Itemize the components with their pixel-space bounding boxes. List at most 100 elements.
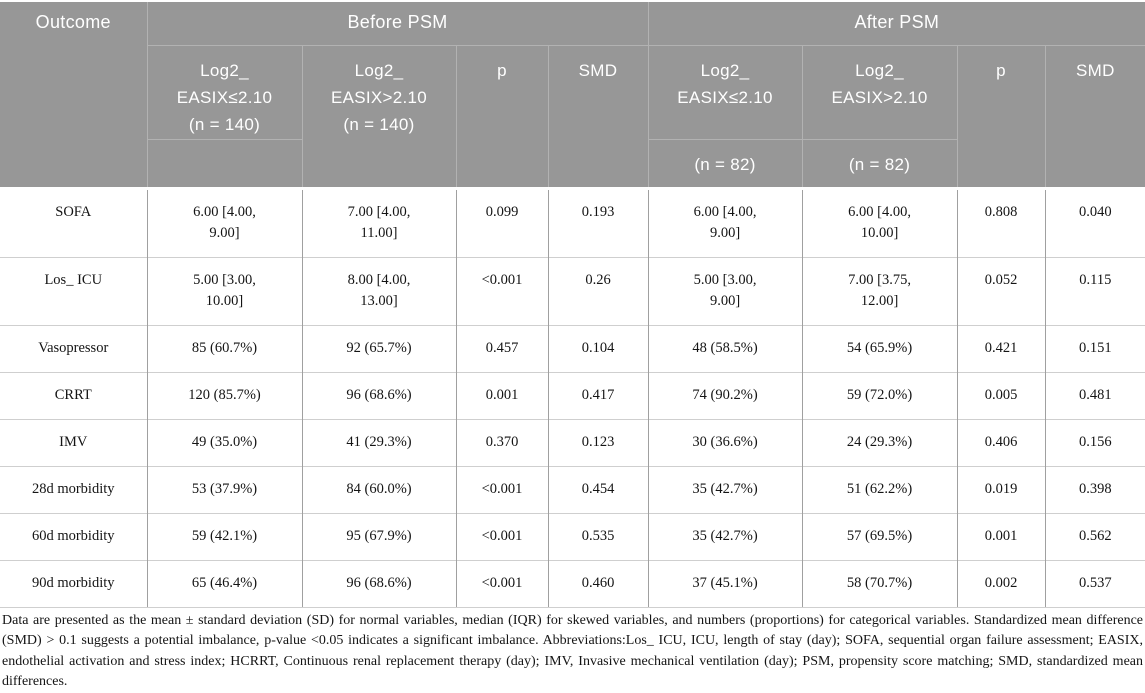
row-label: IMV (0, 418, 147, 466)
header-after-easix-high: Log2_ EASIX>2.10 (801, 44, 958, 140)
after-easix-high-cell: 59 (72.0%) (801, 371, 958, 419)
row-label: SOFA (0, 186, 147, 257)
header-after-easix-high-n: (n = 82) (801, 138, 958, 189)
row-label: 90d morbidity (0, 559, 147, 608)
before-p-cell: 0.457 (455, 324, 548, 372)
header-after-easix-low-n: (n = 82) (647, 138, 803, 189)
before-p-cell: 0.001 (455, 371, 548, 419)
before-p-cell: <0.001 (455, 256, 548, 325)
after-smd-cell: 0.156 (1044, 418, 1145, 466)
header-group-row: Outcome Before PSM After PSM (0, 2, 1145, 189)
after-easix-low-cell: 48 (58.5%) (647, 324, 803, 372)
outcomes-comparison-table: Outcome Before PSM After PSM Log2_ EASIX… (0, 2, 1145, 608)
header-columns-row: Log2_ EASIX≤2.10 (n = 140) Log2_ EASIX>2… (0, 44, 1145, 189)
after-easix-low-cell: 35 (42.7%) (647, 512, 803, 560)
table-row: 90d morbidity 65 (46.4%) 96 (68.6%) <0.001 0… (0, 559, 1145, 608)
before-smd-cell: 0.454 (547, 465, 649, 513)
after-easix-low-cell: 5.00 [3.00, 9.00] (647, 256, 803, 325)
after-easix-low-cell: 74 (90.2%) (647, 371, 803, 419)
after-easix-high-cell: 51 (62.2%) (801, 465, 958, 513)
table-body: SOFA 6.00 [4.00, 9.00] 7.00 [4.00, 11.00] 0… (0, 186, 1145, 608)
after-smd-cell: 0.040 (1044, 186, 1145, 257)
header-before-easix-low-n (146, 138, 303, 189)
after-p-cell: 0.005 (956, 371, 1046, 419)
table-row: 60d morbidity 59 (42.1%) 95 (67.9%) <0.001 0… (0, 512, 1145, 560)
before-smd-cell: 0.26 (547, 256, 649, 325)
header-before-smd: SMD (547, 44, 649, 189)
header-before-psm: Before PSM (146, 2, 649, 46)
header-before-easix-high: Log2_ EASIX>2.10 (n = 140) (301, 44, 457, 189)
row-label: 60d morbidity (0, 512, 147, 560)
before-easix-low-cell: 53 (37.9%) (146, 465, 302, 513)
after-p-cell: 0.421 (956, 324, 1046, 372)
before-smd-cell: 0.417 (547, 371, 649, 419)
before-easix-high-cell: 84 (60.0%) (301, 465, 456, 513)
after-smd-cell: 0.537 (1044, 559, 1145, 608)
row-label: 28d morbidity (0, 465, 147, 513)
after-easix-low-cell: 35 (42.7%) (647, 465, 803, 513)
before-easix-low-cell: 5.00 [3.00, 10.00] (146, 256, 302, 325)
table-row: Los_ ICU 5.00 [3.00, 10.00] 8.00 [4.00, 13… (0, 256, 1145, 325)
after-easix-high-cell: 6.00 [4.00, 10.00] (801, 186, 958, 257)
after-easix-high-cell: 7.00 [3.75, 12.00] (801, 256, 958, 325)
table-row: 28d morbidity 53 (37.9%) 84 (60.0%) <0.001 0… (0, 465, 1145, 513)
before-easix-low-cell: 120 (85.7%) (146, 371, 302, 419)
before-easix-low-cell: 6.00 [4.00, 9.00] (146, 186, 302, 257)
before-easix-high-cell: 92 (65.7%) (301, 324, 456, 372)
before-easix-low-cell: 65 (46.4%) (146, 559, 302, 608)
row-label: Los_ ICU (0, 256, 147, 325)
after-p-cell: 0.002 (956, 559, 1046, 608)
table-footnote: Data are presented as the mean ± standar… (2, 612, 1143, 690)
after-smd-cell: 0.115 (1044, 256, 1145, 325)
before-easix-high-cell: 95 (67.9%) (301, 512, 456, 560)
before-p-cell: 0.370 (455, 418, 548, 466)
before-easix-low-cell: 49 (35.0%) (146, 418, 302, 466)
after-p-cell: 0.808 (956, 186, 1046, 257)
before-smd-cell: 0.104 (547, 324, 649, 372)
table-row: SOFA 6.00 [4.00, 9.00] 7.00 [4.00, 11.00] 0… (0, 186, 1145, 257)
header-after-smd: SMD (1044, 44, 1145, 189)
before-easix-high-cell: 8.00 [4.00, 13.00] (301, 256, 456, 325)
row-label: Vasopressor (0, 324, 147, 372)
table-row: IMV 49 (35.0%) 41 (29.3%) 0.370 0.123 30 (36.… (0, 418, 1145, 466)
after-p-cell: 0.406 (956, 418, 1046, 466)
header-before-p: p (455, 44, 549, 189)
table-row: Vasopressor 85 (60.7%) 92 (65.7%) 0.457 0.10… (0, 324, 1145, 372)
before-easix-high-cell: 7.00 [4.00, 11.00] (301, 186, 456, 257)
before-p-cell: <0.001 (455, 559, 548, 608)
before-easix-low-cell: 85 (60.7%) (146, 324, 302, 372)
before-smd-cell: 0.535 (547, 512, 649, 560)
after-smd-cell: 0.398 (1044, 465, 1145, 513)
after-p-cell: 0.001 (956, 512, 1046, 560)
before-easix-low-cell: 59 (42.1%) (146, 512, 302, 560)
table-header: Outcome Before PSM After PSM Log2_ EASIX… (0, 2, 1145, 189)
before-easix-high-cell: 96 (68.6%) (301, 559, 456, 608)
after-p-cell: 0.052 (956, 256, 1046, 325)
after-easix-high-cell: 24 (29.3%) (801, 418, 958, 466)
before-p-cell: <0.001 (455, 465, 548, 513)
after-easix-high-cell: 58 (70.7%) (801, 559, 958, 608)
before-easix-high-cell: 96 (68.6%) (301, 371, 456, 419)
after-smd-cell: 0.481 (1044, 371, 1145, 419)
table-row: CRRT 120 (85.7%) 96 (68.6%) 0.001 0.417 74 (9… (0, 371, 1145, 419)
before-p-cell: 0.099 (455, 186, 548, 257)
after-smd-cell: 0.151 (1044, 324, 1145, 372)
row-label: CRRT (0, 371, 147, 419)
header-after-psm: After PSM (647, 2, 1145, 46)
before-p-cell: <0.001 (455, 512, 548, 560)
before-smd-cell: 0.123 (547, 418, 649, 466)
before-easix-high-cell: 41 (29.3%) (301, 418, 456, 466)
header-after-easix-low: Log2_ EASIX≤2.10 (647, 44, 803, 140)
after-smd-cell: 0.562 (1044, 512, 1145, 560)
after-easix-high-cell: 54 (65.9%) (801, 324, 958, 372)
after-easix-low-cell: 37 (45.1%) (647, 559, 803, 608)
after-easix-low-cell: 30 (36.6%) (647, 418, 803, 466)
after-p-cell: 0.019 (956, 465, 1046, 513)
header-after-p: p (956, 44, 1046, 189)
header-outcome: Outcome (0, 2, 148, 189)
before-smd-cell: 0.460 (547, 559, 649, 608)
header-before-easix-low: Log2_ EASIX≤2.10 (n = 140) (146, 44, 303, 140)
before-smd-cell: 0.193 (547, 186, 649, 257)
after-easix-high-cell: 57 (69.5%) (801, 512, 958, 560)
